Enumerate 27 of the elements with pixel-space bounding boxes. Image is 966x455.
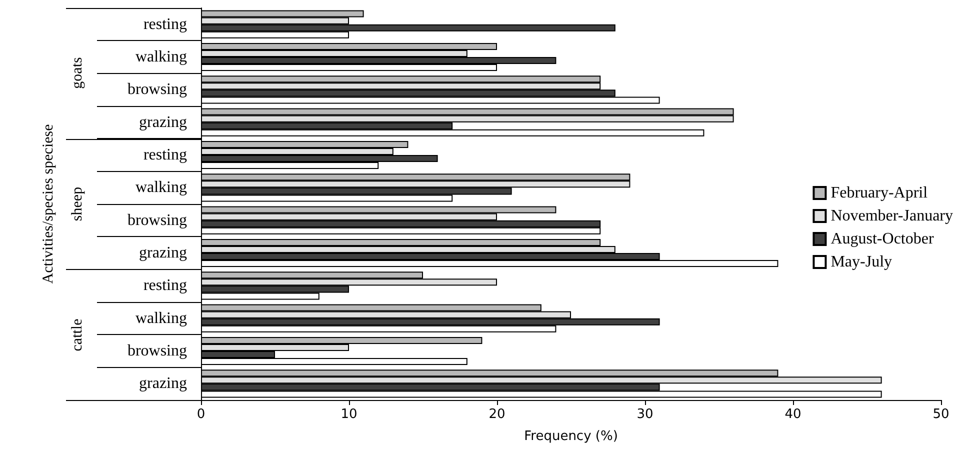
y-tick-label: walking [135, 310, 187, 327]
x-axis-title: Frequency (%) [524, 429, 618, 444]
x-tick-label: 30 [636, 407, 654, 422]
y-tick-label: resting [143, 146, 187, 164]
text: goats [70, 57, 86, 90]
legend-label: November-January [830, 208, 953, 224]
legend-label: February-April [830, 184, 928, 202]
y-tick-label: browsing [127, 342, 187, 360]
text: cattle [70, 318, 86, 351]
y-tick-label: resting [143, 277, 187, 294]
x-tick-label: 40 [784, 407, 802, 422]
legend-label: May-July [830, 254, 892, 270]
y-tick-label: resting [143, 16, 187, 33]
x-tick-label: 10 [340, 407, 358, 422]
y-tick-label: browsing [127, 81, 187, 98]
x-tick-label: 20 [488, 407, 506, 422]
y-axis-title: Activities/species speciese [40, 124, 56, 284]
y-tick-label: walking [135, 179, 187, 196]
legend-label: August-October [830, 230, 934, 248]
y-tick-label: grazing [139, 244, 187, 262]
y-tick-label: walking [135, 48, 187, 66]
x-tick-label: 0 [196, 407, 206, 422]
x-tick-label: 50 [932, 407, 950, 422]
y-tick-label: grazing [139, 375, 187, 392]
y-tick-label: browsing [127, 212, 187, 229]
y-tick-label: grazing [139, 114, 187, 131]
text: sheep [70, 186, 86, 222]
